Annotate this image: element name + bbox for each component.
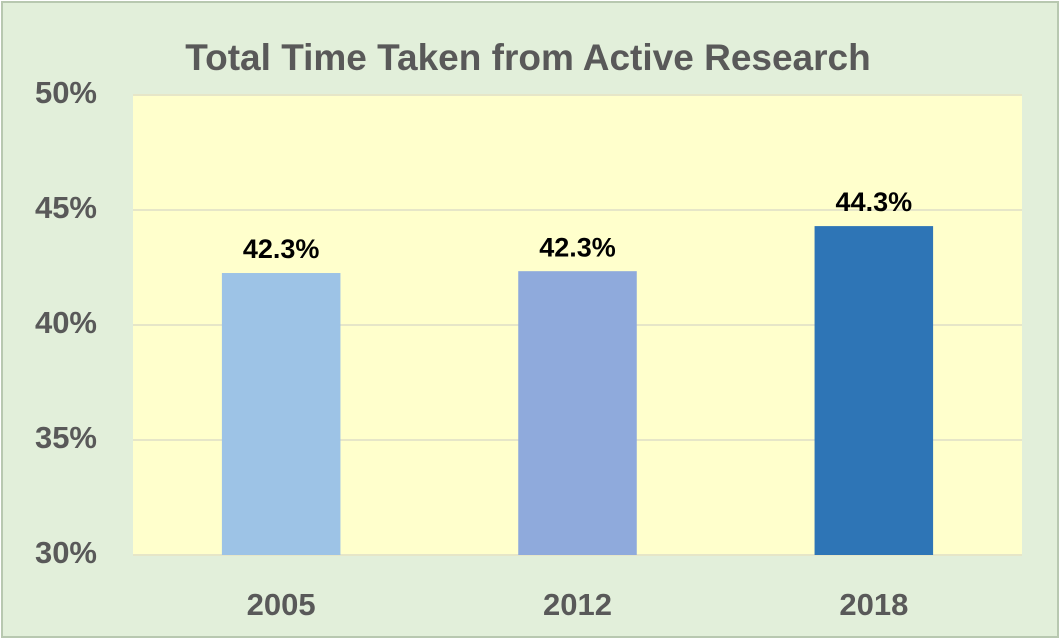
x-tick-label: 2005 bbox=[247, 587, 316, 622]
bar bbox=[518, 271, 637, 555]
y-tick-label: 30% bbox=[35, 535, 97, 570]
data-label: 42.3% bbox=[539, 232, 616, 262]
bar bbox=[814, 226, 934, 555]
chart-title: Total Time Taken from Active Research bbox=[185, 37, 870, 78]
x-tick-label: 2012 bbox=[543, 587, 612, 622]
y-tick-label: 35% bbox=[35, 420, 97, 455]
bar bbox=[221, 273, 341, 555]
data-label: 44.3% bbox=[836, 187, 913, 217]
y-tick-label: 40% bbox=[35, 305, 97, 340]
data-label: 42.3% bbox=[243, 234, 320, 264]
x-tick-label: 2018 bbox=[839, 587, 908, 622]
y-tick-label: 45% bbox=[35, 190, 97, 225]
y-tick-label: 50% bbox=[35, 75, 97, 110]
